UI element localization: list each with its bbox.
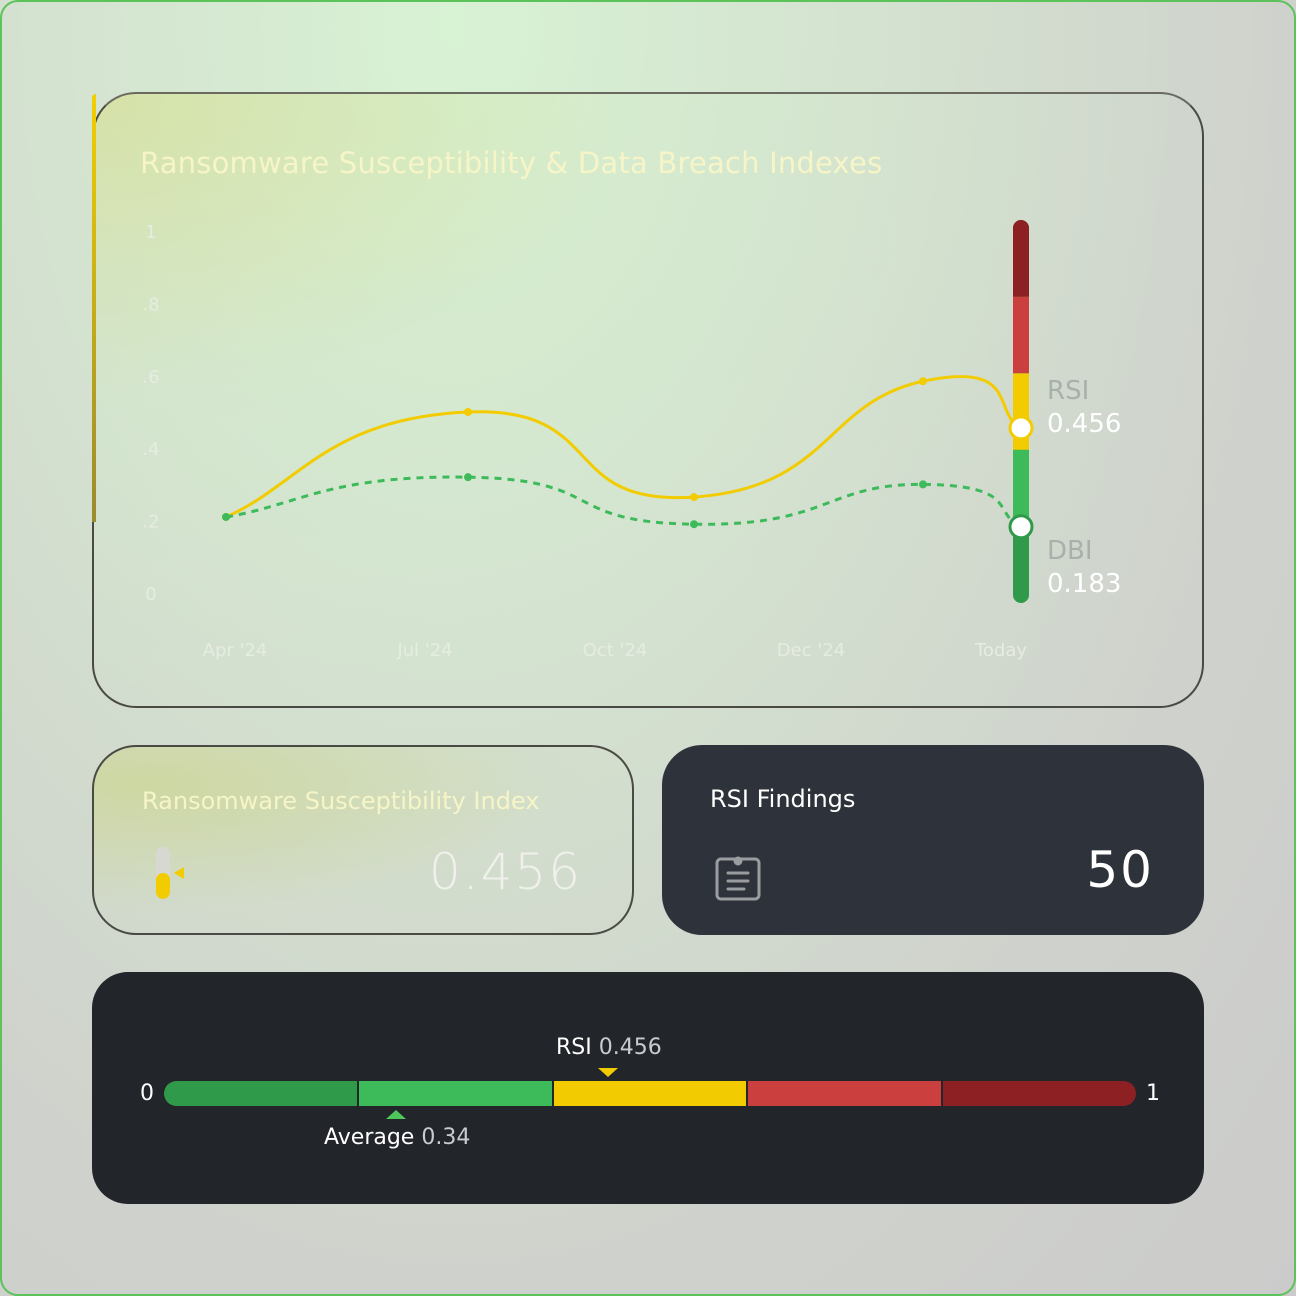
rsi-point <box>690 493 698 502</box>
y-tick-label: .2 <box>142 512 159 533</box>
x-tick-label: Apr '24 <box>203 640 268 661</box>
x-tick-label: Dec '24 <box>777 640 845 661</box>
y-tick-label: .8 <box>142 294 159 315</box>
y-tick-label: .4 <box>142 439 159 460</box>
rsi-line <box>225 375 1022 519</box>
gauge-segment <box>1013 449 1029 527</box>
dbi-line <box>225 475 1022 529</box>
rsi-card-value: 0.456 <box>428 843 582 901</box>
dbi-point <box>690 520 698 529</box>
rsi-card-title: Ransomware Susceptibility Index <box>142 787 540 815</box>
rsi-level-pointer-icon <box>174 867 184 879</box>
findings-count: 50 <box>1086 841 1154 899</box>
rsi-label: RSI <box>1047 376 1089 406</box>
rsi-findings-card[interactable]: RSI Findings 50 <box>662 745 1204 935</box>
dbi-point <box>919 480 927 489</box>
gauge-segment <box>1013 296 1029 374</box>
rsi-marker-icon <box>598 1068 618 1077</box>
x-tick-label: Oct '24 <box>583 640 648 661</box>
dbi-point <box>222 512 230 521</box>
average-marker-icon <box>386 1110 406 1119</box>
dbi-current-point <box>1008 514 1034 540</box>
y-tick-label: 0 <box>145 584 156 605</box>
y-tick-label: .6 <box>142 367 159 388</box>
scale-segment <box>164 1081 358 1106</box>
rsi-point <box>919 377 927 386</box>
scale-average-label: Average 0.34 <box>324 1125 471 1150</box>
scale-segment <box>359 1081 552 1106</box>
scale-min-label: 0 <box>140 1081 154 1106</box>
rsi-value: 0.456 <box>1047 409 1121 439</box>
gauge-segment <box>1013 228 1029 297</box>
rsi-point <box>464 408 472 416</box>
findings-title: RSI Findings <box>710 785 856 813</box>
line-chart: 0 .2 .4 .6 .8 1 Apr '24 Jul '24 Oct '24 Dec '24 To… <box>142 220 1121 661</box>
clipboard-icon <box>715 856 761 901</box>
gauge-segment <box>1013 526 1029 595</box>
x-tick-label: Jul '24 <box>396 640 452 661</box>
scale-rsi-label: RSI 0.456 <box>556 1035 662 1060</box>
dbi-point <box>464 473 472 482</box>
dbi-label: DBI <box>1047 536 1093 566</box>
scale-segment <box>748 1081 941 1106</box>
scale-segment <box>942 1081 1136 1106</box>
x-tick-label: Today <box>974 640 1027 661</box>
scale-max-label: 1 <box>1146 1081 1160 1106</box>
scale-segment <box>553 1081 747 1106</box>
rsi-level-icon <box>156 847 170 899</box>
rsi-card: Ransomware Susceptibility Index 0.456 <box>92 745 634 935</box>
chart-title: Ransomware Susceptibility & Data Breach … <box>140 146 883 180</box>
dbi-value: 0.183 <box>1047 569 1121 599</box>
rsi-current-point <box>1008 415 1034 441</box>
y-tick-label: 1 <box>145 222 156 243</box>
